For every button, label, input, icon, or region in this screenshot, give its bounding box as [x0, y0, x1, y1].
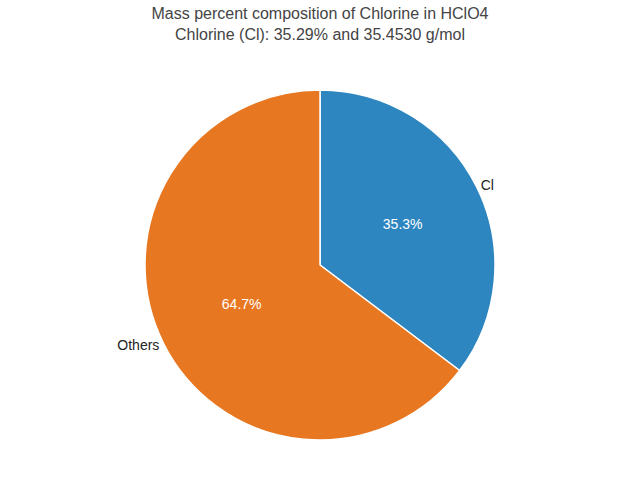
svg-text:Cl: Cl: [481, 177, 494, 193]
svg-text:35.3%: 35.3%: [383, 216, 423, 232]
svg-text:64.7%: 64.7%: [222, 296, 262, 312]
svg-text:Mass percent composition of Ch: Mass percent composition of Chlorine in …: [151, 5, 488, 43]
svg-text:Others: Others: [117, 337, 159, 353]
